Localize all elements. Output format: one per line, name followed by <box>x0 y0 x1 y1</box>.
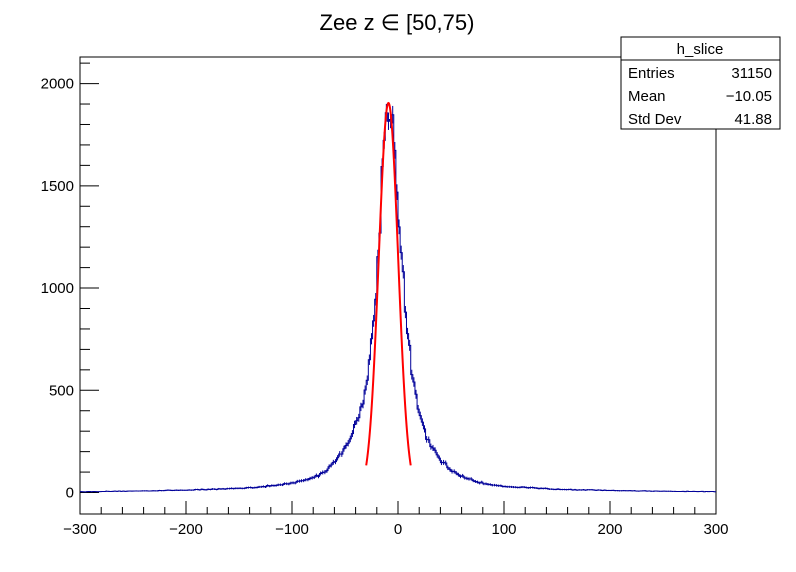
stats-label-entries: Entries <box>628 65 675 82</box>
stats-value-stddev: 41.88 <box>734 111 772 128</box>
x-tick-label: 200 <box>597 521 622 538</box>
stats-box-frame <box>620 36 781 130</box>
stats-title: h_slice <box>677 41 724 58</box>
histogram-series <box>80 103 716 493</box>
x-tick-label: −100 <box>275 521 309 538</box>
stats-box: h_slice Entries 31150 Mean −10.05 Std De… <box>620 36 781 130</box>
stats-value-entries: 31150 <box>731 65 772 82</box>
histogram-line <box>80 112 716 493</box>
x-tick-label: −300 <box>63 521 97 538</box>
y-tick-label: 1000 <box>41 280 74 297</box>
stats-label-stddev: Std Dev <box>628 111 682 128</box>
fit-curve <box>365 101 412 466</box>
x-tick-label: 300 <box>703 521 728 538</box>
stats-label-mean: Mean <box>628 88 666 105</box>
y-tick-label: 500 <box>49 382 74 399</box>
gaussian-fit-line <box>365 101 412 466</box>
y-tick-label: 1500 <box>41 178 74 195</box>
y-tick-label: 0 <box>66 485 74 502</box>
x-tick-label: 100 <box>491 521 516 538</box>
stats-value-mean: −10.05 <box>726 88 772 105</box>
axes: −300 −200 −100 0 100 200 300 0 500 1000 1500 2000 <box>41 62 729 538</box>
y-tick-label: 2000 <box>41 76 74 93</box>
x-tick-label: 0 <box>394 521 402 538</box>
chart-title: Zee z ∈ [50,75) <box>320 10 475 35</box>
x-tick-label: −200 <box>169 521 203 538</box>
